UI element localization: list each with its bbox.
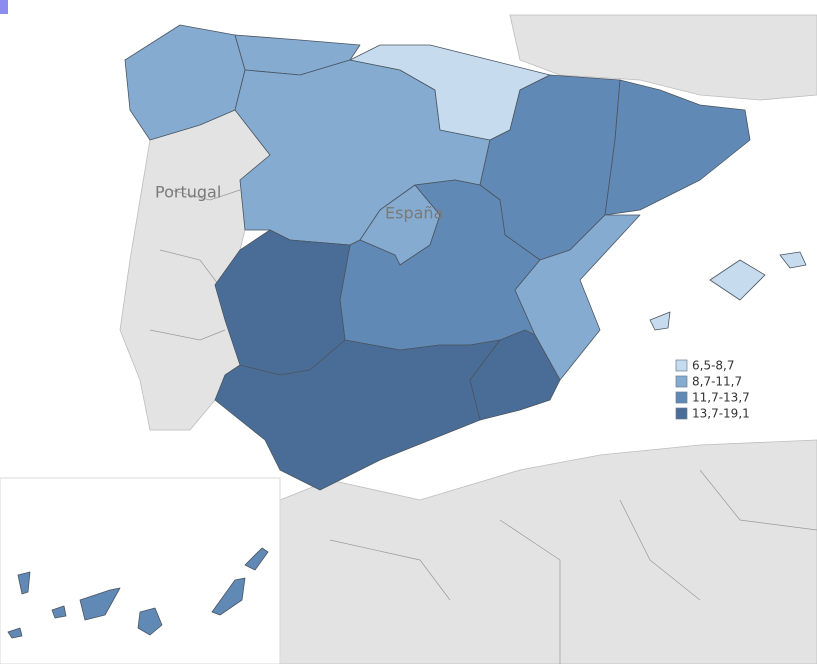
- legend-swatch: [675, 359, 688, 372]
- catalonia: [604, 79, 751, 216]
- canary-la-palma: [17, 571, 31, 595]
- legend-label: 8,7-11,7: [692, 375, 742, 389]
- corner-marker: [0, 0, 8, 14]
- balearic-mallorca: [709, 259, 766, 301]
- legend-swatch: [675, 375, 688, 388]
- canary-hierro: [7, 627, 23, 639]
- legend-label: 11,7-13,7: [692, 391, 750, 405]
- canary-fuerteventura: [211, 577, 246, 616]
- france: [509, 14, 817, 101]
- country-label: España: [385, 204, 443, 223]
- canary-inset: [0, 477, 281, 664]
- murcia: [469, 329, 561, 421]
- legend-swatch: [675, 391, 688, 404]
- canary-tenerife: [79, 587, 121, 621]
- borders: [149, 189, 817, 664]
- legend-swatch: [675, 407, 688, 420]
- canary-gran-canaria: [137, 607, 163, 636]
- canary-lanzarote: [244, 547, 269, 571]
- legend-label: 13,7-19,1: [692, 407, 750, 421]
- country-label: Portugal: [155, 183, 221, 202]
- balearic-menorca: [779, 251, 807, 269]
- legend-label: 6,5-8,7: [692, 359, 735, 373]
- canary-gomera: [51, 605, 67, 619]
- balearic-ibiza: [649, 311, 671, 331]
